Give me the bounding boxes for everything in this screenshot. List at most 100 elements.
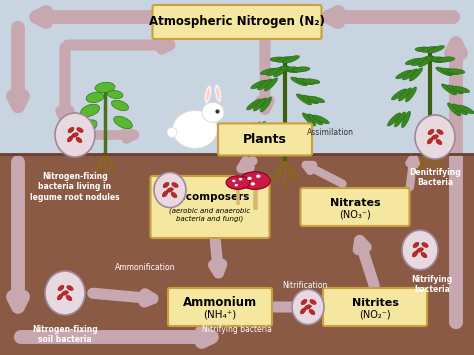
Ellipse shape xyxy=(302,79,320,84)
Ellipse shape xyxy=(235,184,238,186)
Ellipse shape xyxy=(387,113,401,126)
Text: Nitrogen-fixing
soil bacteria: Nitrogen-fixing soil bacteria xyxy=(32,325,98,344)
FancyBboxPatch shape xyxy=(0,154,474,355)
Ellipse shape xyxy=(163,182,169,188)
Ellipse shape xyxy=(256,121,265,138)
Ellipse shape xyxy=(441,84,456,95)
Ellipse shape xyxy=(58,285,64,291)
Ellipse shape xyxy=(206,88,210,101)
Ellipse shape xyxy=(310,300,316,305)
Ellipse shape xyxy=(421,47,439,52)
Ellipse shape xyxy=(67,285,73,290)
FancyBboxPatch shape xyxy=(0,0,474,154)
Ellipse shape xyxy=(216,87,220,100)
FancyBboxPatch shape xyxy=(151,176,270,238)
Ellipse shape xyxy=(249,122,261,137)
Ellipse shape xyxy=(172,182,178,187)
Ellipse shape xyxy=(308,114,322,125)
Ellipse shape xyxy=(67,136,73,142)
FancyBboxPatch shape xyxy=(323,288,427,326)
Ellipse shape xyxy=(402,69,418,80)
Text: (NO₂⁻): (NO₂⁻) xyxy=(359,310,391,320)
Ellipse shape xyxy=(286,67,304,72)
Ellipse shape xyxy=(447,85,463,94)
Ellipse shape xyxy=(437,130,443,135)
Ellipse shape xyxy=(394,112,406,127)
Ellipse shape xyxy=(114,116,132,129)
Ellipse shape xyxy=(81,104,100,117)
Text: Nitrites: Nitrites xyxy=(352,297,399,307)
Ellipse shape xyxy=(436,67,452,76)
Ellipse shape xyxy=(432,135,438,139)
Ellipse shape xyxy=(437,57,455,62)
FancyBboxPatch shape xyxy=(301,188,410,226)
Ellipse shape xyxy=(307,96,325,103)
Ellipse shape xyxy=(421,252,427,258)
Text: Nitrifying
bacteria: Nitrifying bacteria xyxy=(411,275,453,294)
Ellipse shape xyxy=(276,56,294,62)
FancyBboxPatch shape xyxy=(168,288,272,326)
Text: Nitrifying bacteria: Nitrifying bacteria xyxy=(202,326,272,334)
Ellipse shape xyxy=(302,95,318,104)
Ellipse shape xyxy=(173,110,218,148)
Ellipse shape xyxy=(264,78,278,91)
Ellipse shape xyxy=(441,68,459,75)
Ellipse shape xyxy=(162,191,168,197)
Ellipse shape xyxy=(256,175,261,178)
Ellipse shape xyxy=(72,133,78,137)
Text: Nitrification: Nitrification xyxy=(283,280,328,289)
Ellipse shape xyxy=(257,79,273,90)
Ellipse shape xyxy=(422,242,428,247)
Ellipse shape xyxy=(413,242,419,248)
Text: (NH₄⁺): (NH₄⁺) xyxy=(203,310,237,320)
Ellipse shape xyxy=(419,56,434,67)
Ellipse shape xyxy=(447,103,461,116)
Ellipse shape xyxy=(167,127,177,137)
Ellipse shape xyxy=(270,57,288,62)
Ellipse shape xyxy=(431,57,449,62)
Ellipse shape xyxy=(428,129,434,135)
Ellipse shape xyxy=(425,56,443,63)
Ellipse shape xyxy=(68,127,74,133)
Ellipse shape xyxy=(415,115,455,159)
Ellipse shape xyxy=(436,139,442,145)
Ellipse shape xyxy=(55,113,95,157)
Ellipse shape xyxy=(401,111,410,128)
Text: Nitrates: Nitrates xyxy=(330,198,380,208)
Ellipse shape xyxy=(247,177,252,180)
Text: Ammonium: Ammonium xyxy=(183,296,257,309)
Ellipse shape xyxy=(296,78,314,85)
Ellipse shape xyxy=(280,66,298,73)
Ellipse shape xyxy=(301,299,307,305)
Ellipse shape xyxy=(215,84,221,102)
Ellipse shape xyxy=(202,103,224,122)
Ellipse shape xyxy=(302,113,316,126)
Ellipse shape xyxy=(77,127,83,132)
Ellipse shape xyxy=(405,87,417,102)
Ellipse shape xyxy=(427,138,433,144)
Ellipse shape xyxy=(452,86,470,93)
Ellipse shape xyxy=(111,100,128,111)
Ellipse shape xyxy=(417,248,423,252)
Ellipse shape xyxy=(260,97,272,112)
Ellipse shape xyxy=(95,82,115,93)
FancyBboxPatch shape xyxy=(153,5,321,39)
Ellipse shape xyxy=(246,99,262,110)
Ellipse shape xyxy=(313,115,329,124)
Ellipse shape xyxy=(305,305,311,309)
Ellipse shape xyxy=(226,176,250,190)
Ellipse shape xyxy=(292,67,310,72)
Ellipse shape xyxy=(415,47,433,52)
Ellipse shape xyxy=(398,88,411,101)
Ellipse shape xyxy=(412,57,428,66)
Ellipse shape xyxy=(260,68,278,75)
Ellipse shape xyxy=(405,58,423,65)
FancyBboxPatch shape xyxy=(218,124,312,155)
Ellipse shape xyxy=(57,294,63,300)
Ellipse shape xyxy=(171,192,177,198)
Text: (aerobic and anaerobic
bacteria and fungi): (aerobic and anaerobic bacteria and fung… xyxy=(169,208,251,222)
Ellipse shape xyxy=(428,45,445,53)
Ellipse shape xyxy=(45,271,85,315)
Ellipse shape xyxy=(76,137,82,143)
Ellipse shape xyxy=(66,295,72,301)
